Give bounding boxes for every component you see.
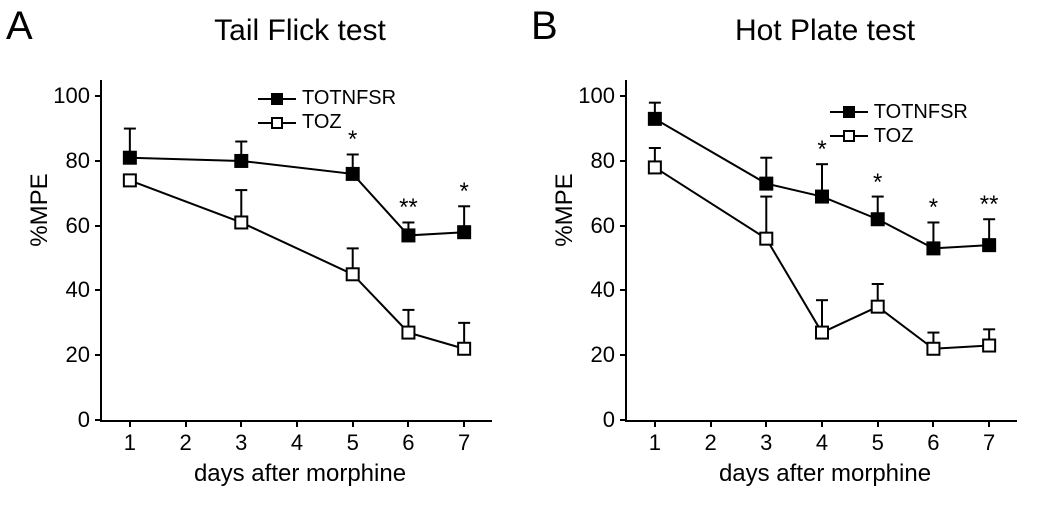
panel-b: B Hot Plate test %MPE TOTNFSRTOZ 0 20 40 60… [525,0,1050,517]
data-marker [458,226,470,238]
data-marker [927,343,939,355]
legend-row: TOTNFSR [830,100,968,124]
significance-label: * [459,180,468,204]
significance-label: * [348,128,357,152]
data-marker [816,191,828,203]
x-tick-label: 3 [760,420,772,456]
figure-root: A Tail Flick test %MPE TOTNFSRTOZ 020406… [0,0,1050,517]
x-tick-label: 3 [235,420,247,456]
x-tick-label: 1 [124,420,136,456]
x-tick-label: 7 [983,420,995,456]
data-marker [872,213,884,225]
panel-b-title: Hot Plate test [645,14,1005,48]
legend-line [258,122,296,124]
data-marker [816,327,828,339]
legend-row: TOZ [258,111,396,135]
data-marker [347,268,359,280]
significance-label: * [817,138,826,162]
data-marker [649,161,661,173]
data-marker [872,301,884,313]
y-tick-label: 0 [603,407,627,433]
legend-label: TOZ [874,125,914,148]
legend-marker-icon [843,106,855,118]
y-tick-label: 60 [591,213,627,239]
panel-b-plot-area: TOTNFSRTOZ 0204060801001234567***** [625,80,1017,422]
y-tick-label: 100 [578,83,627,109]
legend-marker-icon [271,93,283,105]
legend-label: TOZ [302,111,342,134]
y-tick-label: 100 [53,83,102,109]
data-marker [402,327,414,339]
y-tick-label: 20 [66,342,102,368]
panel-a-legend: TOTNFSRTOZ [258,87,396,135]
x-tick-label: 1 [649,420,661,456]
data-marker [235,155,247,167]
panel-a-plot-area: TOTNFSRTOZ 0204060801001234567**** [100,80,492,422]
panel-a-letter: A [6,4,33,49]
x-tick-label: 6 [402,420,414,456]
y-tick-label: 20 [591,342,627,368]
data-marker [983,340,995,352]
data-marker [458,343,470,355]
data-marker [235,216,247,228]
panel-b-ylabel: %MPE [551,120,579,300]
x-tick-label: 6 [927,420,939,456]
data-marker [983,239,995,251]
data-marker [402,229,414,241]
panel-a-xlabel: days after morphine [120,460,480,488]
x-tick-label: 2 [179,420,191,456]
panel-b-legend: TOTNFSRTOZ [830,100,968,148]
x-tick-label: 5 [347,420,359,456]
legend-label: TOTNFSR [302,87,396,110]
significance-label: ** [399,196,418,220]
legend-line [258,98,296,100]
legend-row: TOZ [830,124,968,148]
significance-label: ** [980,193,999,217]
x-tick-label: 4 [816,420,828,456]
y-tick-label: 0 [78,407,102,433]
data-marker [927,242,939,254]
panel-a-title: Tail Flick test [120,14,480,48]
legend-marker-icon [843,130,855,142]
y-tick-label: 40 [66,277,102,303]
legend-marker-icon [271,117,283,129]
significance-label: * [873,171,882,195]
data-marker [760,233,772,245]
panel-b-xlabel: days after morphine [645,460,1005,488]
x-tick-label: 4 [291,420,303,456]
y-tick-label: 80 [66,148,102,174]
x-tick-label: 2 [704,420,716,456]
data-marker [124,174,136,186]
legend-row: TOTNFSR [258,87,396,111]
legend-label: TOTNFSR [874,101,968,124]
panel-a-ylabel: %MPE [26,120,54,300]
data-marker [649,113,661,125]
data-marker [347,168,359,180]
legend-line [830,135,868,137]
y-tick-label: 80 [591,148,627,174]
data-marker [124,152,136,164]
legend-line [830,111,868,113]
significance-label: * [929,196,938,220]
x-tick-label: 7 [458,420,470,456]
data-marker [760,178,772,190]
x-tick-label: 5 [872,420,884,456]
y-tick-label: 60 [66,213,102,239]
panel-a: A Tail Flick test %MPE TOTNFSRTOZ 0 20 40 6… [0,0,525,517]
y-tick-label: 40 [591,277,627,303]
panel-b-letter: B [531,4,558,49]
